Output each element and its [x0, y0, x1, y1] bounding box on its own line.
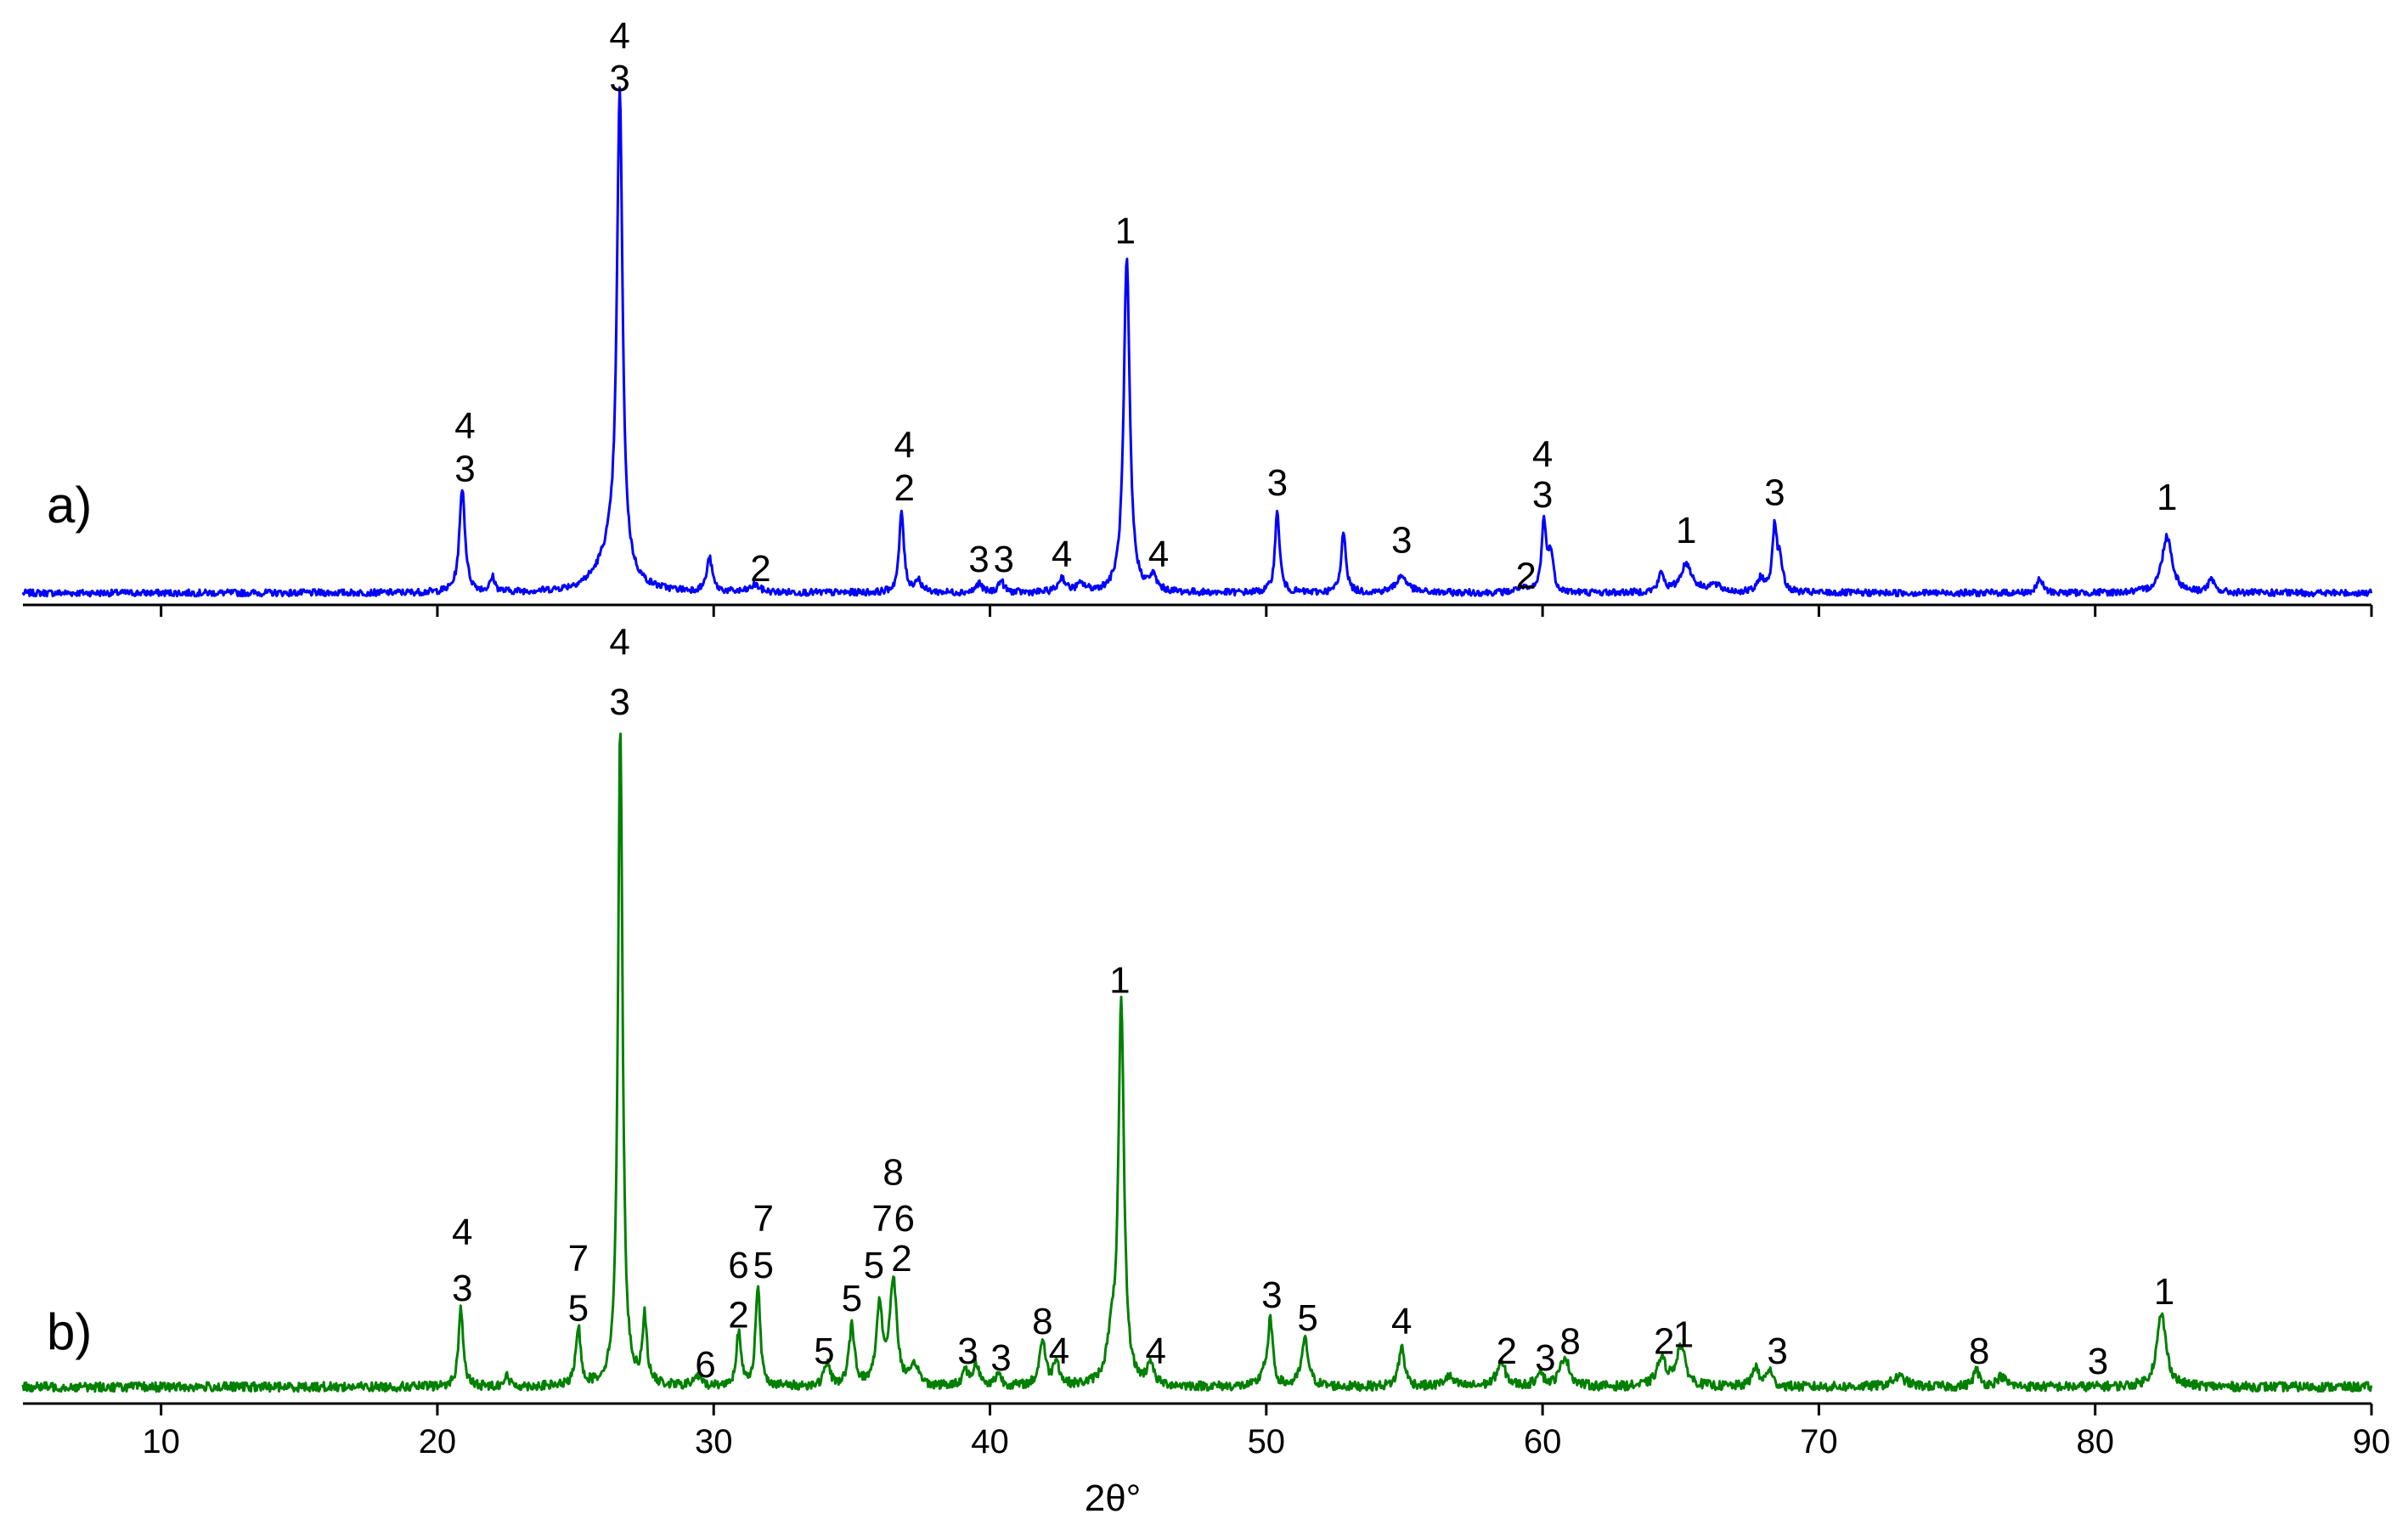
peak-annotation: 3: [1535, 1337, 1555, 1379]
peak-annotation: 3: [1767, 1330, 1787, 1372]
peak-annotation: 3: [968, 539, 989, 580]
peak-annotation: 4: [1148, 534, 1169, 575]
peak-annotation: 4: [1049, 1330, 1069, 1372]
peak-annotation: 6: [894, 1198, 914, 1240]
peak-annotation: 5: [864, 1245, 884, 1286]
peak-annotation: 8: [1969, 1330, 1989, 1372]
peak-annotation: 1: [1676, 510, 1696, 551]
peak-annotation: 7: [753, 1198, 774, 1240]
peak-annotation: 2: [891, 1238, 911, 1280]
peak-annotation: 3: [1267, 462, 1288, 504]
peak-annotation: 2: [1515, 555, 1536, 596]
peak-annotation: 4: [894, 424, 914, 466]
peak-annotation: 7: [871, 1198, 892, 1240]
peak-annotation: 4: [609, 622, 629, 664]
peak-annotation: 5: [814, 1330, 834, 1372]
peak-annotation: 3: [609, 681, 629, 723]
panel-label: a): [47, 477, 92, 534]
series-line-b: [21, 732, 2373, 1393]
series-line-a: [21, 86, 2373, 598]
peak-annotation: 3: [1532, 474, 1553, 516]
x-axis: 10 20 30 40 50 60 70 80 90: [142, 1423, 2390, 1460]
peak-annotation: 3: [2088, 1341, 2108, 1382]
peak-annotation: 8: [1559, 1321, 1580, 1363]
peak-annotation: 4: [1532, 434, 1553, 476]
peak-annotation: 5: [842, 1278, 862, 1319]
x-axis-label: 2θ°: [1085, 1477, 1142, 1519]
x-tick-label: 70: [1800, 1423, 1838, 1460]
x-tick-label: 60: [1524, 1423, 1562, 1460]
peak-annotation: 3: [994, 539, 1014, 580]
x-tick-label: 20: [419, 1423, 457, 1460]
peak-annotation: 1: [1673, 1314, 1694, 1356]
panel-label: b): [47, 1303, 92, 1360]
peak-annotation: 5: [1297, 1297, 1317, 1339]
peak-annotation: 6: [728, 1245, 748, 1286]
peak-annotation: 4: [609, 15, 629, 57]
peak-annotation: 3: [452, 1268, 472, 1309]
peak-annotation: 7: [568, 1238, 589, 1280]
peak-annotation: 3: [1261, 1274, 1282, 1316]
peak-annotation: 2: [1497, 1330, 1517, 1372]
peak-annotation: 1: [1109, 959, 1130, 1001]
peak-annotation: 4: [1052, 534, 1072, 575]
peak-annotation: 6: [695, 1344, 715, 1386]
peak-annotation: 4: [452, 1212, 472, 1253]
peak-annotation: 2: [750, 548, 770, 590]
peak-annotation: 3: [454, 448, 475, 489]
peak-annotation: 4: [1145, 1330, 1165, 1372]
x-tick-label: 10: [142, 1423, 180, 1460]
peak-annotation: 3: [957, 1330, 978, 1372]
peak-annotation: 4: [1391, 1301, 1412, 1342]
peak-annotation: 3: [1764, 472, 1785, 513]
peak-annotation: 5: [568, 1288, 589, 1330]
peak-annotation: 2: [894, 467, 914, 509]
peak-annotation: 3: [609, 58, 629, 99]
x-tick-label: 80: [2076, 1423, 2114, 1460]
peak-annotation: 1: [1115, 210, 1136, 251]
x-tick-label: 40: [971, 1423, 1009, 1460]
peak-annotation: 5: [753, 1245, 774, 1286]
peak-annotation: 4: [454, 405, 475, 447]
x-tick-label: 90: [2353, 1423, 2391, 1460]
peak-annotation: 8: [1032, 1301, 1052, 1342]
x-tick-label: 30: [695, 1423, 733, 1460]
peak-annotation: 1: [2157, 477, 2177, 518]
peak-annotation: 1: [2154, 1271, 2174, 1313]
peak-annotation: 3: [990, 1337, 1011, 1379]
peak-annotation: 8: [883, 1152, 903, 1194]
peak-annotation: 2: [728, 1294, 748, 1336]
x-tick-label: 50: [1248, 1423, 1286, 1460]
peak-annotation: 3: [1391, 519, 1412, 561]
peak-annotation: 2: [1654, 1321, 1674, 1363]
